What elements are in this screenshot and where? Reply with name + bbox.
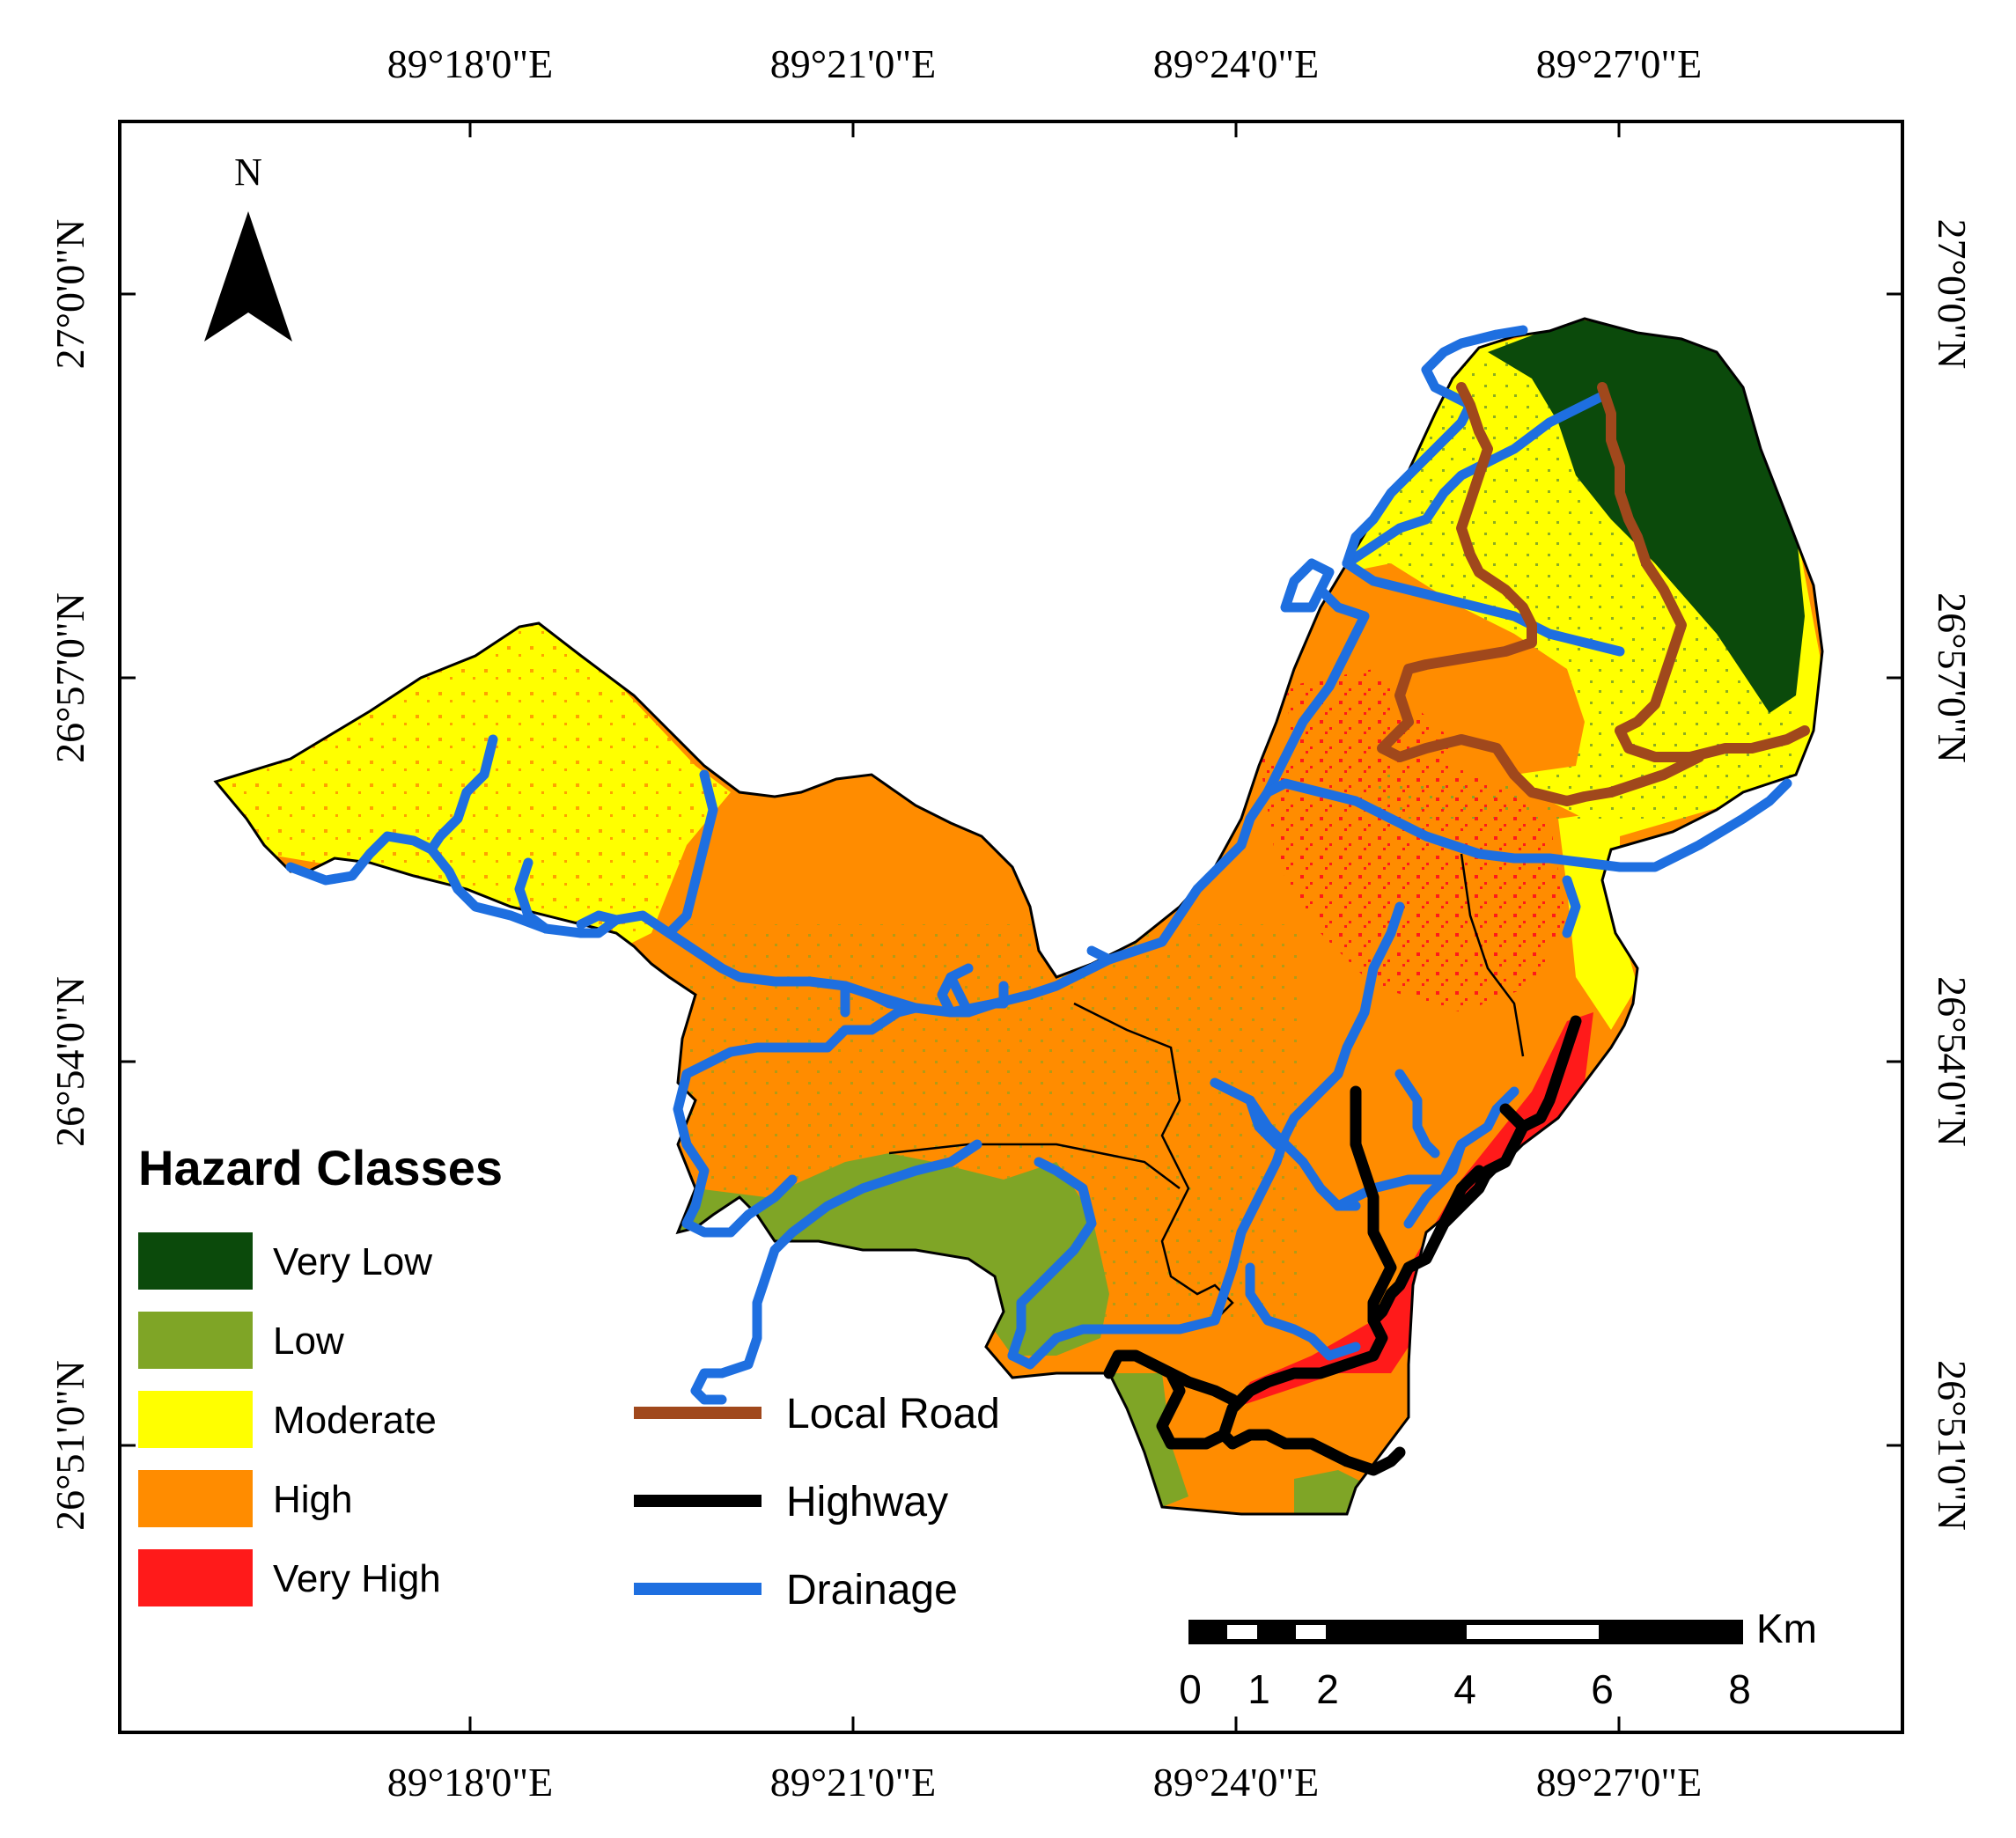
legend-label-moderate: Moderate (273, 1399, 437, 1442)
legend-swatch-very-low (138, 1232, 253, 1290)
lat-label-left-4: 26°51'0"N (48, 1360, 92, 1531)
scale-tick-6: 6 (1591, 1666, 1614, 1712)
scale-tick-2: 2 (1316, 1666, 1339, 1712)
legend-label-very-low: Very Low (273, 1240, 432, 1283)
north-label: N (234, 151, 262, 194)
legend-swatch-low (138, 1312, 253, 1369)
latitude-labels-right: 27°0'0"N 26°57'0"N 26°54'0"N 26°51'0"N (1930, 219, 1975, 1531)
lat-label-left-2: 26°57'0"N (48, 592, 92, 763)
longitude-labels-bottom: 89°18'0"E 89°21'0"E 89°24'0"E 89°27'0"E (387, 1760, 1703, 1805)
lon-label-top-2: 89°21'0"E (770, 41, 937, 86)
local-roads (1377, 382, 1810, 806)
north-arrow-icon (204, 211, 292, 342)
legend-label-low: Low (273, 1320, 344, 1363)
scale-tick-8: 8 (1728, 1666, 1751, 1712)
scale-tick-4: 4 (1453, 1666, 1476, 1712)
latitude-labels-left: 27°0'0"N 26°57'0"N 26°54'0"N 26°51'0"N (48, 219, 92, 1531)
legend-swatch-very-high (138, 1549, 253, 1606)
lat-label-right-3: 26°54'0"N (1930, 976, 1975, 1147)
lon-label-bottom-1: 89°18'0"E (387, 1760, 554, 1805)
lat-label-right-2: 26°57'0"N (1930, 592, 1975, 763)
lon-label-bottom-3: 89°24'0"E (1153, 1760, 1320, 1805)
legend-label-highway: Highway (786, 1479, 948, 1526)
lat-label-left-1: 27°0'0"N (48, 219, 92, 370)
scale-bar: Km 0 1 2 4 6 8 (1179, 1606, 1817, 1712)
scale-tick-1: 1 (1247, 1666, 1270, 1712)
legend-label-very-high: Very High (273, 1557, 441, 1600)
admin-boundaries (888, 853, 1525, 1321)
scale-unit: Km (1756, 1606, 1817, 1651)
lat-label-left-3: 26°54'0"N (48, 976, 92, 1147)
lon-label-top-3: 89°24'0"E (1153, 41, 1320, 86)
scale-tick-0: 0 (1179, 1666, 1202, 1712)
legend-swatch-high (138, 1470, 253, 1527)
graticule-ticks (120, 121, 1902, 1732)
lon-label-bottom-2: 89°21'0"E (770, 1760, 937, 1805)
legend-swatch-moderate (138, 1391, 253, 1448)
lat-label-right-1: 27°0'0"N (1930, 219, 1975, 370)
lat-label-right-4: 26°51'0"N (1930, 1360, 1975, 1531)
drainage-network (285, 325, 1792, 1405)
legend-label-high: High (273, 1478, 353, 1521)
longitude-labels-top: 89°18'0"E 89°21'0"E 89°24'0"E 89°27'0"E (387, 41, 1703, 86)
lon-label-top-1: 89°18'0"E (387, 41, 554, 86)
legend-label-local-road: Local Road (786, 1391, 1000, 1437)
legend-title: Hazard Classes (138, 1140, 503, 1195)
line-legend: Local Road Highway Drainage (634, 1391, 1000, 1614)
hazard-legend: Hazard Classes Very Low Low Moderate Hig… (138, 1140, 503, 1606)
lon-label-bottom-4: 89°27'0"E (1536, 1760, 1703, 1805)
north-arrow: N (204, 151, 292, 342)
lon-label-top-4: 89°27'0"E (1536, 41, 1703, 86)
legend-label-drainage: Drainage (786, 1567, 958, 1614)
highway (1103, 1015, 1582, 1476)
